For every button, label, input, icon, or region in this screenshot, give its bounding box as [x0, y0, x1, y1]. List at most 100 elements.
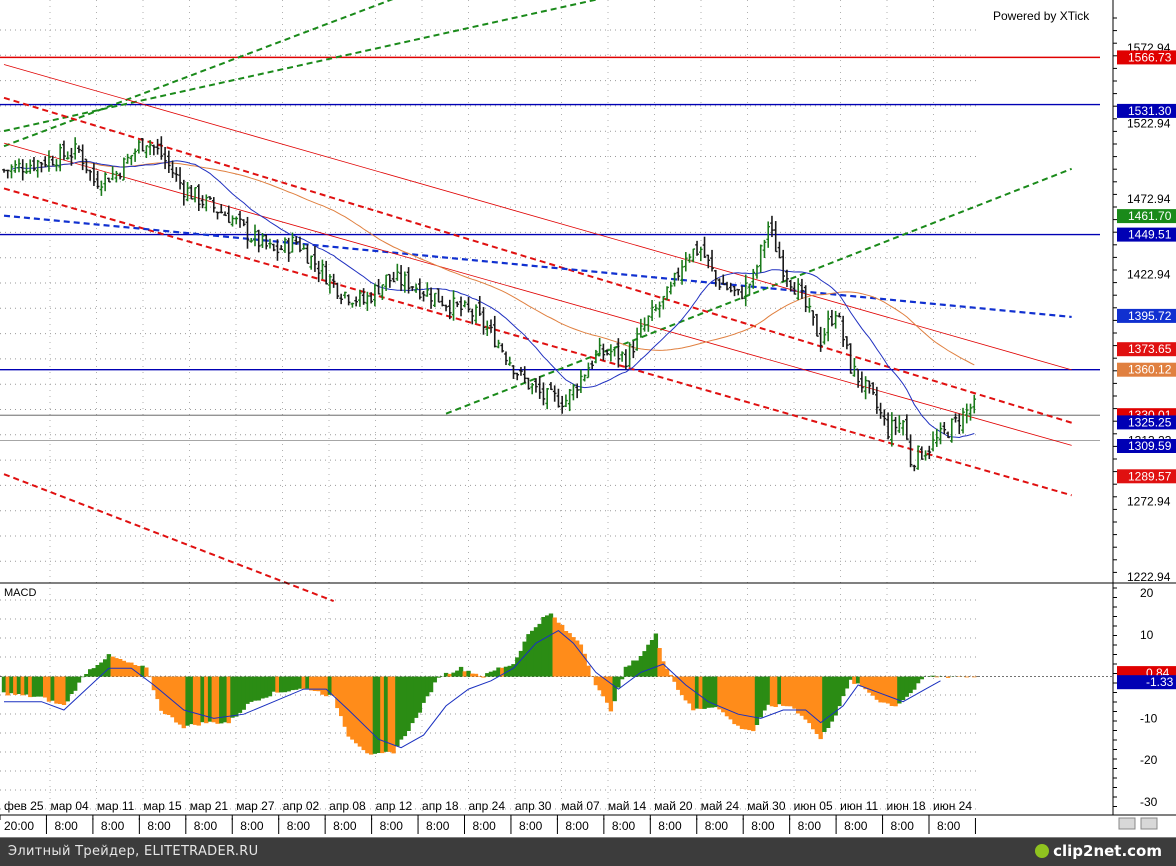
- macd-bar: [837, 676, 842, 707]
- macd-bar: [578, 644, 584, 677]
- macd-bar: [466, 670, 471, 677]
- macd-bar: [398, 676, 404, 740]
- macd-bar: [447, 673, 452, 677]
- macd-bar: [443, 672, 449, 677]
- footer-text: Элитный Трейдер, ELITETRADER.RU: [8, 844, 259, 859]
- macd-bar: [406, 676, 411, 731]
- macd-bar: [826, 676, 831, 728]
- price-label: 1566.73: [1128, 50, 1172, 64]
- macd-bar: [24, 676, 29, 695]
- macd-bar: [417, 676, 423, 713]
- macd-bar: [661, 661, 666, 677]
- macd-bar: [518, 650, 524, 677]
- macd-bar: [410, 676, 415, 724]
- macd-bar: [46, 676, 52, 702]
- macd-bar: [477, 676, 482, 677]
- x-tick-label: июн 05: [794, 799, 833, 813]
- trend-line: [445, 167, 1073, 415]
- y-tick-label: 1272.94: [1127, 494, 1171, 508]
- macd-bar: [541, 617, 546, 677]
- macd-bar: [908, 676, 913, 694]
- x-time-label: 8:00: [426, 819, 450, 833]
- macd-bar: [930, 675, 936, 677]
- macd-bar: [219, 676, 224, 724]
- zoom-icon[interactable]: [1118, 817, 1136, 830]
- macd-bar: [327, 676, 333, 695]
- macd-bar: [533, 627, 539, 677]
- macd-bar: [732, 676, 737, 725]
- macd-bar: [818, 676, 823, 740]
- trend-line: [3, 187, 1072, 497]
- macd-bar: [545, 615, 550, 677]
- trendlines: [0, 0, 1100, 603]
- macd-bar: [339, 676, 344, 717]
- macd-bar: [9, 676, 14, 694]
- macd-bar: [717, 676, 722, 710]
- price-label: 1461.70: [1128, 209, 1172, 223]
- price-labels: 1566.73 1531.30 1461.70 1449.51 1395.72 1373.…: [1117, 50, 1176, 484]
- macd-bar: [256, 676, 261, 701]
- macd-bar: [900, 676, 906, 701]
- macd-bar: [575, 640, 580, 677]
- macd-bar: [889, 676, 895, 706]
- macd-bar: [796, 676, 801, 714]
- price-label-box: [1117, 362, 1176, 377]
- macd-bar: [874, 676, 880, 700]
- x-tick-label: мар 21: [190, 799, 229, 813]
- macd-bar: [166, 676, 172, 715]
- macd-bar: [664, 668, 670, 677]
- scroll-icon[interactable]: [1140, 817, 1158, 830]
- macd-bar: [1, 676, 7, 693]
- x-tick-label: апр 24: [469, 799, 506, 813]
- macd-bar: [267, 676, 273, 697]
- macd-bar: [856, 676, 861, 684]
- trend-line: [3, 142, 1072, 446]
- macd-bar: [69, 676, 74, 694]
- price-label-box: [1117, 50, 1176, 65]
- footer-logo: clip2net.com: [1035, 842, 1162, 860]
- macd-bar: [395, 676, 400, 747]
- macd-bar: [612, 676, 617, 702]
- macd-bar: [638, 656, 644, 677]
- x-time-label: 8:00: [54, 819, 78, 833]
- x-time-label: 8:00: [891, 819, 915, 833]
- x-tick-label: апр 02: [283, 799, 320, 813]
- macd-bar: [376, 676, 381, 753]
- macd-bar: [915, 676, 921, 684]
- macd-bar: [230, 676, 235, 718]
- macd-bar: [88, 669, 93, 677]
- macd-bar: [241, 676, 246, 710]
- price-axis: 1572.941522.941472.941422.941272.941222.…: [1113, 17, 1171, 584]
- macd-bar: [91, 668, 97, 677]
- macd-y-tick-label: -20: [1140, 753, 1158, 767]
- macd-bar: [110, 656, 115, 677]
- macd-bar: [882, 676, 887, 703]
- macd-bar: [369, 676, 374, 755]
- macd-bar: [234, 676, 239, 717]
- macd-bar: [646, 644, 651, 677]
- macd-bar: [676, 676, 681, 690]
- macd-bar: [76, 676, 82, 683]
- macd-bar: [709, 676, 715, 708]
- macd-bar: [226, 676, 231, 724]
- x-time-label: 8:00: [287, 819, 311, 833]
- x-tick-label: фев 25: [4, 799, 44, 813]
- macd-bar: [844, 676, 850, 689]
- macd-bar: [833, 676, 838, 716]
- macd-bar: [590, 676, 595, 677]
- macd-value-box: [1117, 675, 1176, 690]
- macd-bar: [537, 623, 542, 677]
- macd-bar: [642, 651, 647, 677]
- macd-bar: [309, 676, 314, 691]
- macd-bar: [215, 676, 220, 724]
- macd-bar: [724, 676, 730, 717]
- macd-bar: [129, 662, 134, 677]
- x-tick-label: май 24: [701, 799, 740, 813]
- macd-bar: [61, 676, 67, 705]
- price-label: 1395.72: [1128, 309, 1172, 323]
- price-label-box: [1117, 227, 1176, 242]
- macd-bar: [739, 676, 745, 729]
- macd-bar: [863, 676, 868, 690]
- macd-bar: [421, 676, 426, 703]
- macd-bar: [788, 676, 793, 707]
